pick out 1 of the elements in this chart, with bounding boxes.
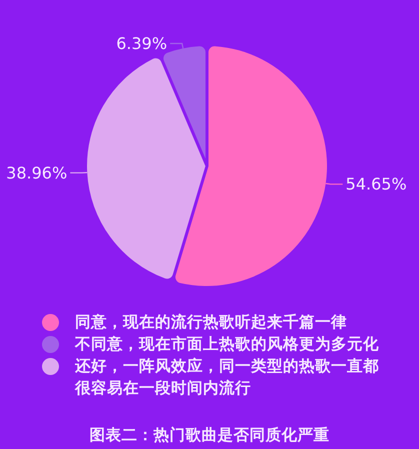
title: 图表二：热门歌曲是否同质化严重 bbox=[88, 424, 330, 446]
